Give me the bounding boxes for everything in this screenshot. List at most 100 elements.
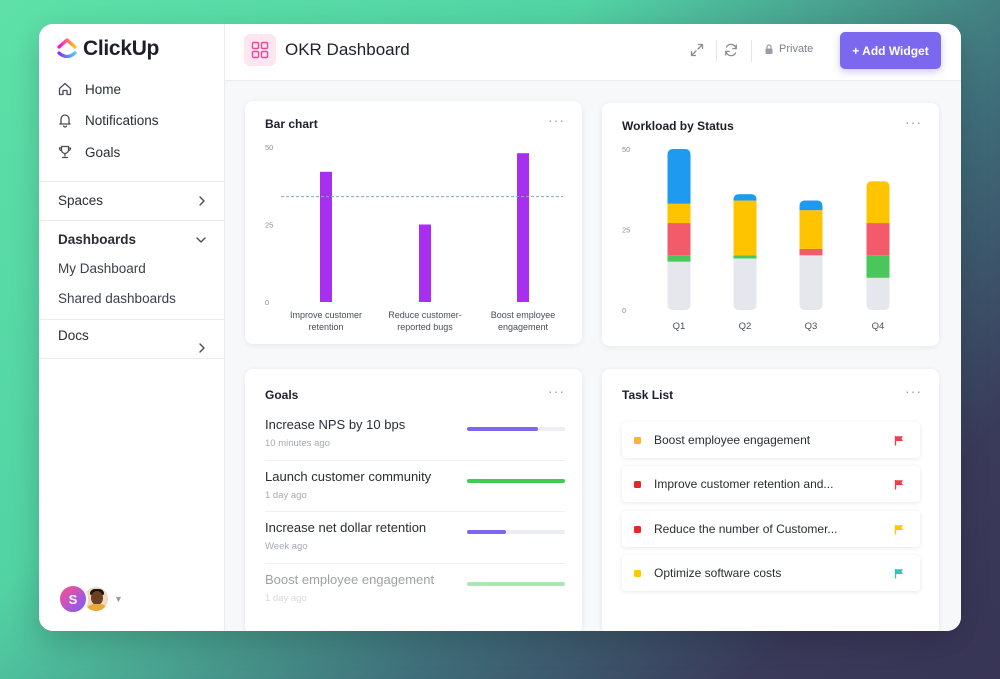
goal-progress-bar xyxy=(467,427,565,431)
sidebar-section-spaces[interactable]: Spaces xyxy=(39,181,225,219)
goal-item[interactable]: Launch customer community 1 day ago xyxy=(265,469,565,501)
task-row[interactable]: Optimize software costs xyxy=(622,555,920,591)
card-title: Goals xyxy=(265,388,299,402)
x-tick-label: Q4 xyxy=(872,321,885,332)
x-tick-label: retention xyxy=(308,322,343,332)
clickup-logo-icon xyxy=(57,38,77,59)
stacked-bar-segment xyxy=(733,258,757,310)
goal-progress-bar xyxy=(467,582,565,586)
x-tick-label: Reduce customer- xyxy=(388,310,462,320)
x-tick-label: Q1 xyxy=(673,321,686,332)
stacked-bar-segment xyxy=(866,255,890,278)
sidebar-section-docs[interactable]: Docs xyxy=(39,319,225,359)
stacked-bar-segment xyxy=(799,248,823,256)
task-name: Boost employee engagement xyxy=(654,433,811,447)
header-divider xyxy=(716,40,717,62)
x-tick-label: Q2 xyxy=(739,321,752,332)
sidebar-item-label: Goals xyxy=(85,144,121,160)
more-options-button[interactable]: ··· xyxy=(905,114,922,130)
goal-name: Boost employee engagement xyxy=(265,572,435,587)
stacked-bar-segment xyxy=(667,223,691,256)
goal-item[interactable]: Boost employee engagement 1 day ago xyxy=(265,572,565,604)
goal-name: Increase NPS by 10 bps xyxy=(265,417,406,432)
sidebar-item-shared-dashboards[interactable]: Shared dashboards xyxy=(58,291,176,306)
goal-timestamp: 1 day ago xyxy=(265,593,307,604)
bar-chart: 0 25 50 Improve customer retention Reduce cus… xyxy=(265,143,563,332)
goal-timestamp: 10 minutes ago xyxy=(265,438,330,449)
sidebar-item-goals[interactable]: Goals xyxy=(57,144,120,160)
task-row[interactable]: Boost employee engagement xyxy=(622,422,920,458)
sidebar-item-label: Home xyxy=(85,81,122,97)
goals-card: Goals ··· Increase NPS by 10 bps 10 minu… xyxy=(245,369,582,631)
sidebar-section-label: Dashboards xyxy=(58,232,137,247)
chevron-down-icon xyxy=(196,236,206,243)
expand-icon xyxy=(690,43,704,57)
sidebar-item-home[interactable]: Home xyxy=(57,81,121,97)
sidebar-item-my-dashboard[interactable]: My Dashboard xyxy=(58,261,146,276)
priority-flag-icon[interactable] xyxy=(894,479,904,490)
stacked-bar-segment xyxy=(799,255,823,310)
task-name: Improve customer retention and... xyxy=(654,477,834,491)
add-widget-button[interactable]: + Add Widget xyxy=(840,32,941,69)
goal-item[interactable]: Increase NPS by 10 bps 10 minutes ago xyxy=(265,417,565,449)
more-options-button[interactable]: ··· xyxy=(548,112,565,128)
stacked-bar-segment xyxy=(733,194,757,201)
sidebar-item-label: Notifications xyxy=(85,112,159,128)
goal-item[interactable]: Increase net dollar retention Week ago xyxy=(265,520,565,552)
task-list-card: Task List ··· Boost employee engagement … xyxy=(602,369,939,631)
x-tick-label: Boost employee xyxy=(491,310,556,320)
y-tick-label: 50 xyxy=(622,145,630,154)
more-options-button[interactable]: ··· xyxy=(905,383,922,399)
home-icon xyxy=(58,82,72,96)
goal-timestamp: Week ago xyxy=(265,541,308,552)
task-status-icon xyxy=(634,569,641,577)
goal-progress-fill xyxy=(467,479,565,483)
goal-progress-fill xyxy=(467,427,538,431)
x-tick-label: Q3 xyxy=(805,321,818,332)
chevron-right-icon xyxy=(199,195,205,206)
user-menu[interactable]: S ▼ xyxy=(58,584,123,614)
stacked-bar-segment xyxy=(733,255,757,259)
y-tick-label: 0 xyxy=(265,298,269,307)
trophy-icon xyxy=(58,145,72,159)
sidebar-section-dashboards[interactable]: Dashboards xyxy=(39,220,225,258)
task-status-icon xyxy=(634,436,641,444)
expand-button[interactable] xyxy=(687,40,707,60)
goal-timestamp: 1 day ago xyxy=(265,490,307,501)
sidebar-item-notifications[interactable]: Notifications xyxy=(57,112,159,128)
goal-progress-bar xyxy=(467,479,565,483)
priority-flag-icon[interactable] xyxy=(894,435,904,446)
lock-icon xyxy=(765,43,773,54)
bar xyxy=(517,153,529,302)
fade-overlay xyxy=(245,600,582,631)
goal-name: Launch customer community xyxy=(265,469,432,484)
app-window: ClickUp Home Notifications Goals Spaces … xyxy=(39,24,961,631)
sidebar: ClickUp Home Notifications Goals Spaces … xyxy=(39,24,225,631)
divider xyxy=(265,460,565,461)
card-title: Workload by Status xyxy=(622,119,734,133)
priority-flag-icon[interactable] xyxy=(894,568,904,579)
logo[interactable]: ClickUp xyxy=(57,37,159,61)
y-tick-label: 0 xyxy=(622,306,626,315)
task-row[interactable]: Improve customer retention and... xyxy=(622,466,920,502)
task-name: Reduce the number of Customer... xyxy=(654,522,838,536)
sidebar-section-label: Spaces xyxy=(58,193,104,208)
task-row[interactable]: Reduce the number of Customer... xyxy=(622,511,920,547)
bell-icon xyxy=(59,114,71,128)
bar xyxy=(419,224,431,302)
y-tick-label: 25 xyxy=(265,221,273,230)
refresh-button[interactable] xyxy=(721,40,741,60)
privacy-toggle[interactable]: Private xyxy=(764,43,813,55)
dashboard-main: Bar chart ··· 0 25 50 Improve customer reten… xyxy=(225,81,961,631)
priority-flag-icon[interactable] xyxy=(894,524,904,535)
more-options-button[interactable]: ··· xyxy=(548,383,565,399)
stacked-bar-segment xyxy=(866,277,890,310)
divider xyxy=(265,511,565,512)
task-status-icon xyxy=(634,525,641,533)
stacked-bar-segment xyxy=(733,200,757,256)
task-name: Optimize software costs xyxy=(654,566,782,580)
sidebar-section-label: Docs xyxy=(58,327,89,343)
stacked-bar-segment xyxy=(667,149,691,204)
x-tick-label: reported bugs xyxy=(397,322,453,332)
stacked-bar-segment xyxy=(799,200,823,211)
